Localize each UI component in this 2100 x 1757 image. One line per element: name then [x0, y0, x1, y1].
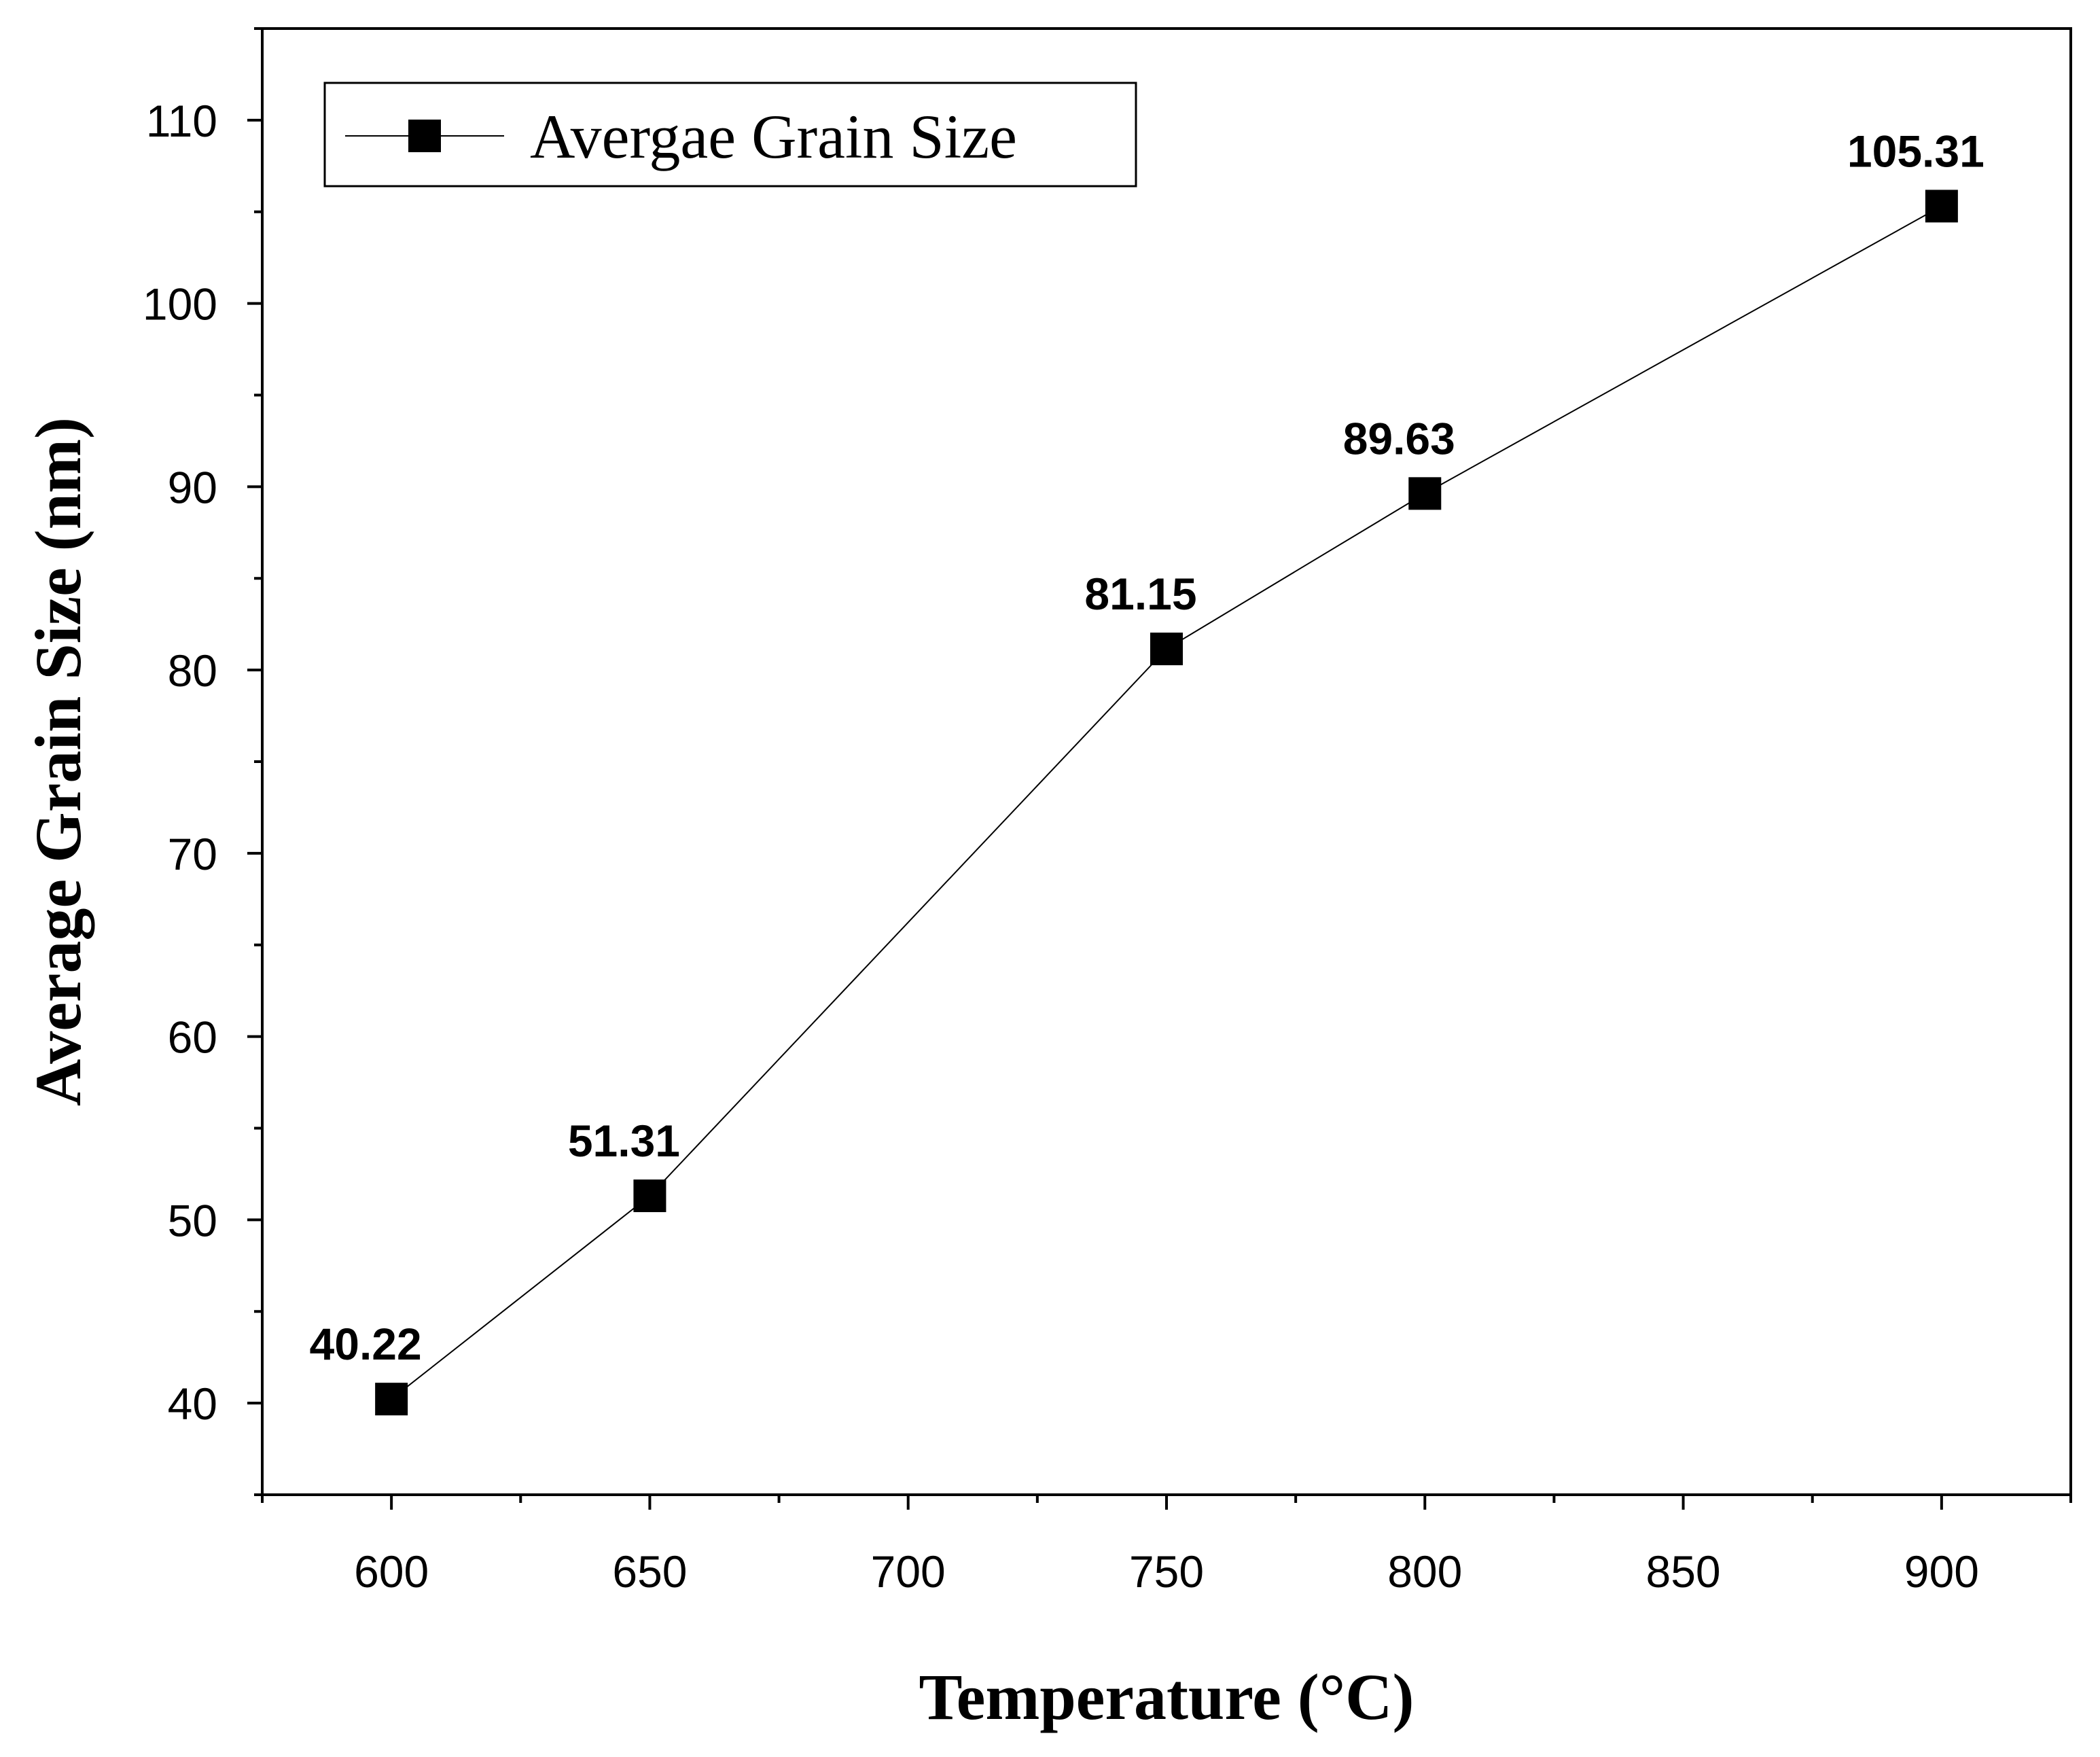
data-point-label: 51.31	[568, 1116, 680, 1166]
data-labels: 40.22 51.31 81.15 89.63 105.31	[310, 126, 1985, 1369]
data-point-label: 89.63	[1343, 413, 1455, 463]
x-tick-label: 750	[1129, 1546, 1204, 1597]
y-tick-label: 50	[168, 1195, 217, 1245]
plot-frame	[261, 27, 2072, 1496]
x-tick-label: 850	[1646, 1546, 1721, 1597]
series-line	[391, 205, 1942, 1400]
data-point-marker	[1408, 477, 1442, 510]
x-tick-label: 800	[1387, 1546, 1462, 1597]
x-axis-title: Temperature (°C)	[919, 1661, 1414, 1733]
legend-box	[323, 82, 1137, 188]
y-axis-title: Average Grain Size (nm)	[22, 417, 94, 1106]
legend-label: Avergae Grain Size	[530, 102, 1017, 171]
x-tick-label: 600	[354, 1546, 429, 1597]
data-point-label: 81.15	[1084, 569, 1196, 619]
x-tick-label: 900	[1904, 1546, 1979, 1597]
y-tick-label: 80	[168, 645, 217, 696]
legend-marker-square-icon	[408, 120, 441, 152]
y-axis-ticks: 40 50 60 70 80 90 100 110	[143, 27, 262, 1496]
data-point-marker	[375, 1383, 408, 1416]
x-tick-label: 650	[612, 1546, 687, 1597]
y-tick-label: 100	[143, 279, 217, 330]
data-point-marker	[1925, 190, 1958, 223]
y-tick-label: 110	[146, 96, 217, 146]
data-point-marker	[633, 1179, 666, 1213]
y-tick-label: 70	[168, 829, 217, 879]
y-tick-label: 40	[168, 1379, 217, 1429]
x-axis-ticks: 600 650 700 750 800 850 900	[261, 1495, 2072, 1597]
x-tick-label: 700	[871, 1546, 946, 1597]
y-tick-label: 90	[168, 462, 217, 512]
data-point-label: 105.31	[1847, 126, 1985, 176]
y-tick-label: 60	[168, 1012, 217, 1063]
data-point-label: 40.22	[310, 1319, 422, 1369]
data-point-marker	[1150, 633, 1183, 666]
data-markers	[375, 190, 1958, 1416]
legend: Avergae Grain Size	[323, 82, 1137, 188]
